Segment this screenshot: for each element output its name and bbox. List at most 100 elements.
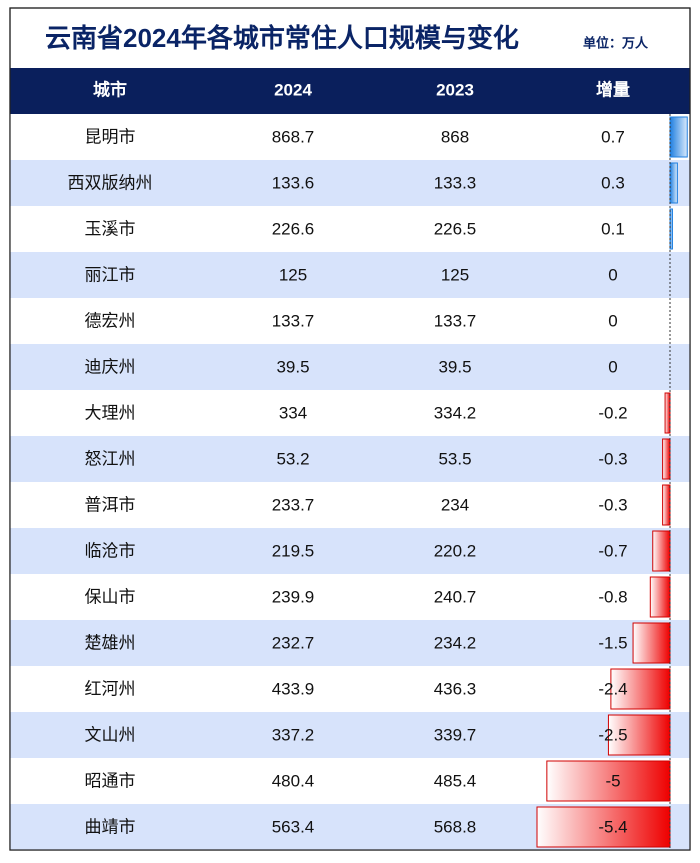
cell: 240.7	[434, 587, 477, 606]
cell: 239.9	[272, 587, 315, 606]
cell: 红河州	[85, 679, 136, 698]
data-bar	[664, 392, 671, 434]
cell: 133.7	[434, 311, 477, 330]
cell: 334.2	[434, 403, 477, 422]
cell: 楚雄州	[85, 633, 136, 652]
cell: 曲靖市	[85, 817, 136, 836]
unit: 单位：万人	[583, 35, 649, 50]
column-header: 增量	[596, 79, 630, 99]
cell: 868.7	[272, 127, 315, 146]
row-background	[10, 160, 690, 206]
cell: 226.5	[434, 219, 477, 238]
cell: 133.6	[272, 173, 315, 192]
cell: 433.9	[272, 679, 315, 698]
row-background	[10, 712, 690, 758]
cell: 39.5	[438, 357, 471, 376]
cell: 125	[441, 265, 469, 284]
cell: 226.6	[272, 219, 315, 238]
cell: -1.5	[598, 633, 627, 652]
cell: 0.7	[601, 127, 625, 146]
data-bar	[607, 714, 671, 756]
cell: 232.7	[272, 633, 315, 652]
cell: 436.3	[434, 679, 477, 698]
row-background	[10, 666, 690, 712]
data-bar	[652, 530, 671, 572]
cell: 39.5	[276, 357, 309, 376]
row-background	[10, 620, 690, 666]
cell: 迪庆州	[85, 357, 136, 376]
cell: -5	[605, 771, 620, 790]
cell: 玉溪市	[85, 219, 136, 238]
row-background	[10, 298, 690, 344]
cell: 480.4	[272, 771, 315, 790]
cell: 昆明市	[85, 127, 136, 146]
cell: -2.4	[598, 679, 627, 698]
row-background	[10, 114, 690, 160]
cell: 0.1	[601, 219, 625, 238]
cell: 219.5	[272, 541, 315, 560]
row-background	[10, 344, 690, 390]
cell: 563.4	[272, 817, 315, 836]
cell: 0.3	[601, 173, 625, 192]
cell: 临沧市	[85, 541, 136, 560]
data-bar	[669, 116, 688, 158]
cell: 0	[608, 357, 617, 376]
cell: 125	[279, 265, 307, 284]
data-bar	[632, 622, 671, 664]
row-background	[10, 436, 690, 482]
row-background	[10, 482, 690, 528]
cell: 334	[279, 403, 307, 422]
cell: 丽江市	[85, 265, 136, 284]
title: 云南省2024年各城市常住人口规模与变化	[45, 23, 519, 53]
cell: 220.2	[434, 541, 477, 560]
cell: 53.5	[438, 449, 471, 468]
cell: 133.7	[272, 311, 315, 330]
data-bar	[610, 668, 671, 710]
cell: -5.4	[598, 817, 627, 836]
column-header: 2024	[274, 80, 312, 99]
data-bar	[649, 576, 671, 618]
cell: 怒江州	[85, 449, 136, 468]
cell: 234.2	[434, 633, 477, 652]
cell: 53.2	[276, 449, 309, 468]
cell: 0	[608, 311, 617, 330]
row-background	[10, 252, 690, 298]
cell: 保山市	[85, 587, 136, 606]
cell: -0.8	[598, 587, 627, 606]
cell: -0.2	[598, 403, 627, 422]
data-bar	[669, 162, 678, 204]
cell: 868	[441, 127, 469, 146]
cell: -0.3	[598, 449, 627, 468]
cell: 普洱市	[85, 495, 136, 514]
cell: 568.8	[434, 817, 477, 836]
frame-outline	[9, 7, 691, 851]
cell: 德宏州	[85, 311, 136, 330]
data-bar	[662, 484, 671, 526]
cell: 234	[441, 495, 469, 514]
cell: -0.3	[598, 495, 627, 514]
cell: 339.7	[434, 725, 477, 744]
column-header: 2023	[436, 80, 474, 99]
data-bar	[546, 760, 671, 802]
cell: 昭通市	[85, 771, 136, 790]
cell: 337.2	[272, 725, 315, 744]
cell: 133.3	[434, 173, 477, 192]
row-background	[10, 206, 690, 252]
cell: 大理州	[85, 403, 136, 422]
data-bar	[669, 208, 673, 250]
row-background	[10, 528, 690, 574]
data-bar	[662, 438, 671, 480]
cell: -0.7	[598, 541, 627, 560]
cell: 0	[608, 265, 617, 284]
header-row	[10, 68, 690, 114]
row-background	[10, 390, 690, 436]
cell: -2.5	[598, 725, 627, 744]
column-header: 城市	[93, 79, 127, 99]
cell: 西双版纳州	[68, 173, 153, 192]
cell: 485.4	[434, 771, 477, 790]
data-bar	[536, 806, 671, 848]
cell: 文山州	[85, 725, 136, 744]
row-background	[10, 574, 690, 620]
